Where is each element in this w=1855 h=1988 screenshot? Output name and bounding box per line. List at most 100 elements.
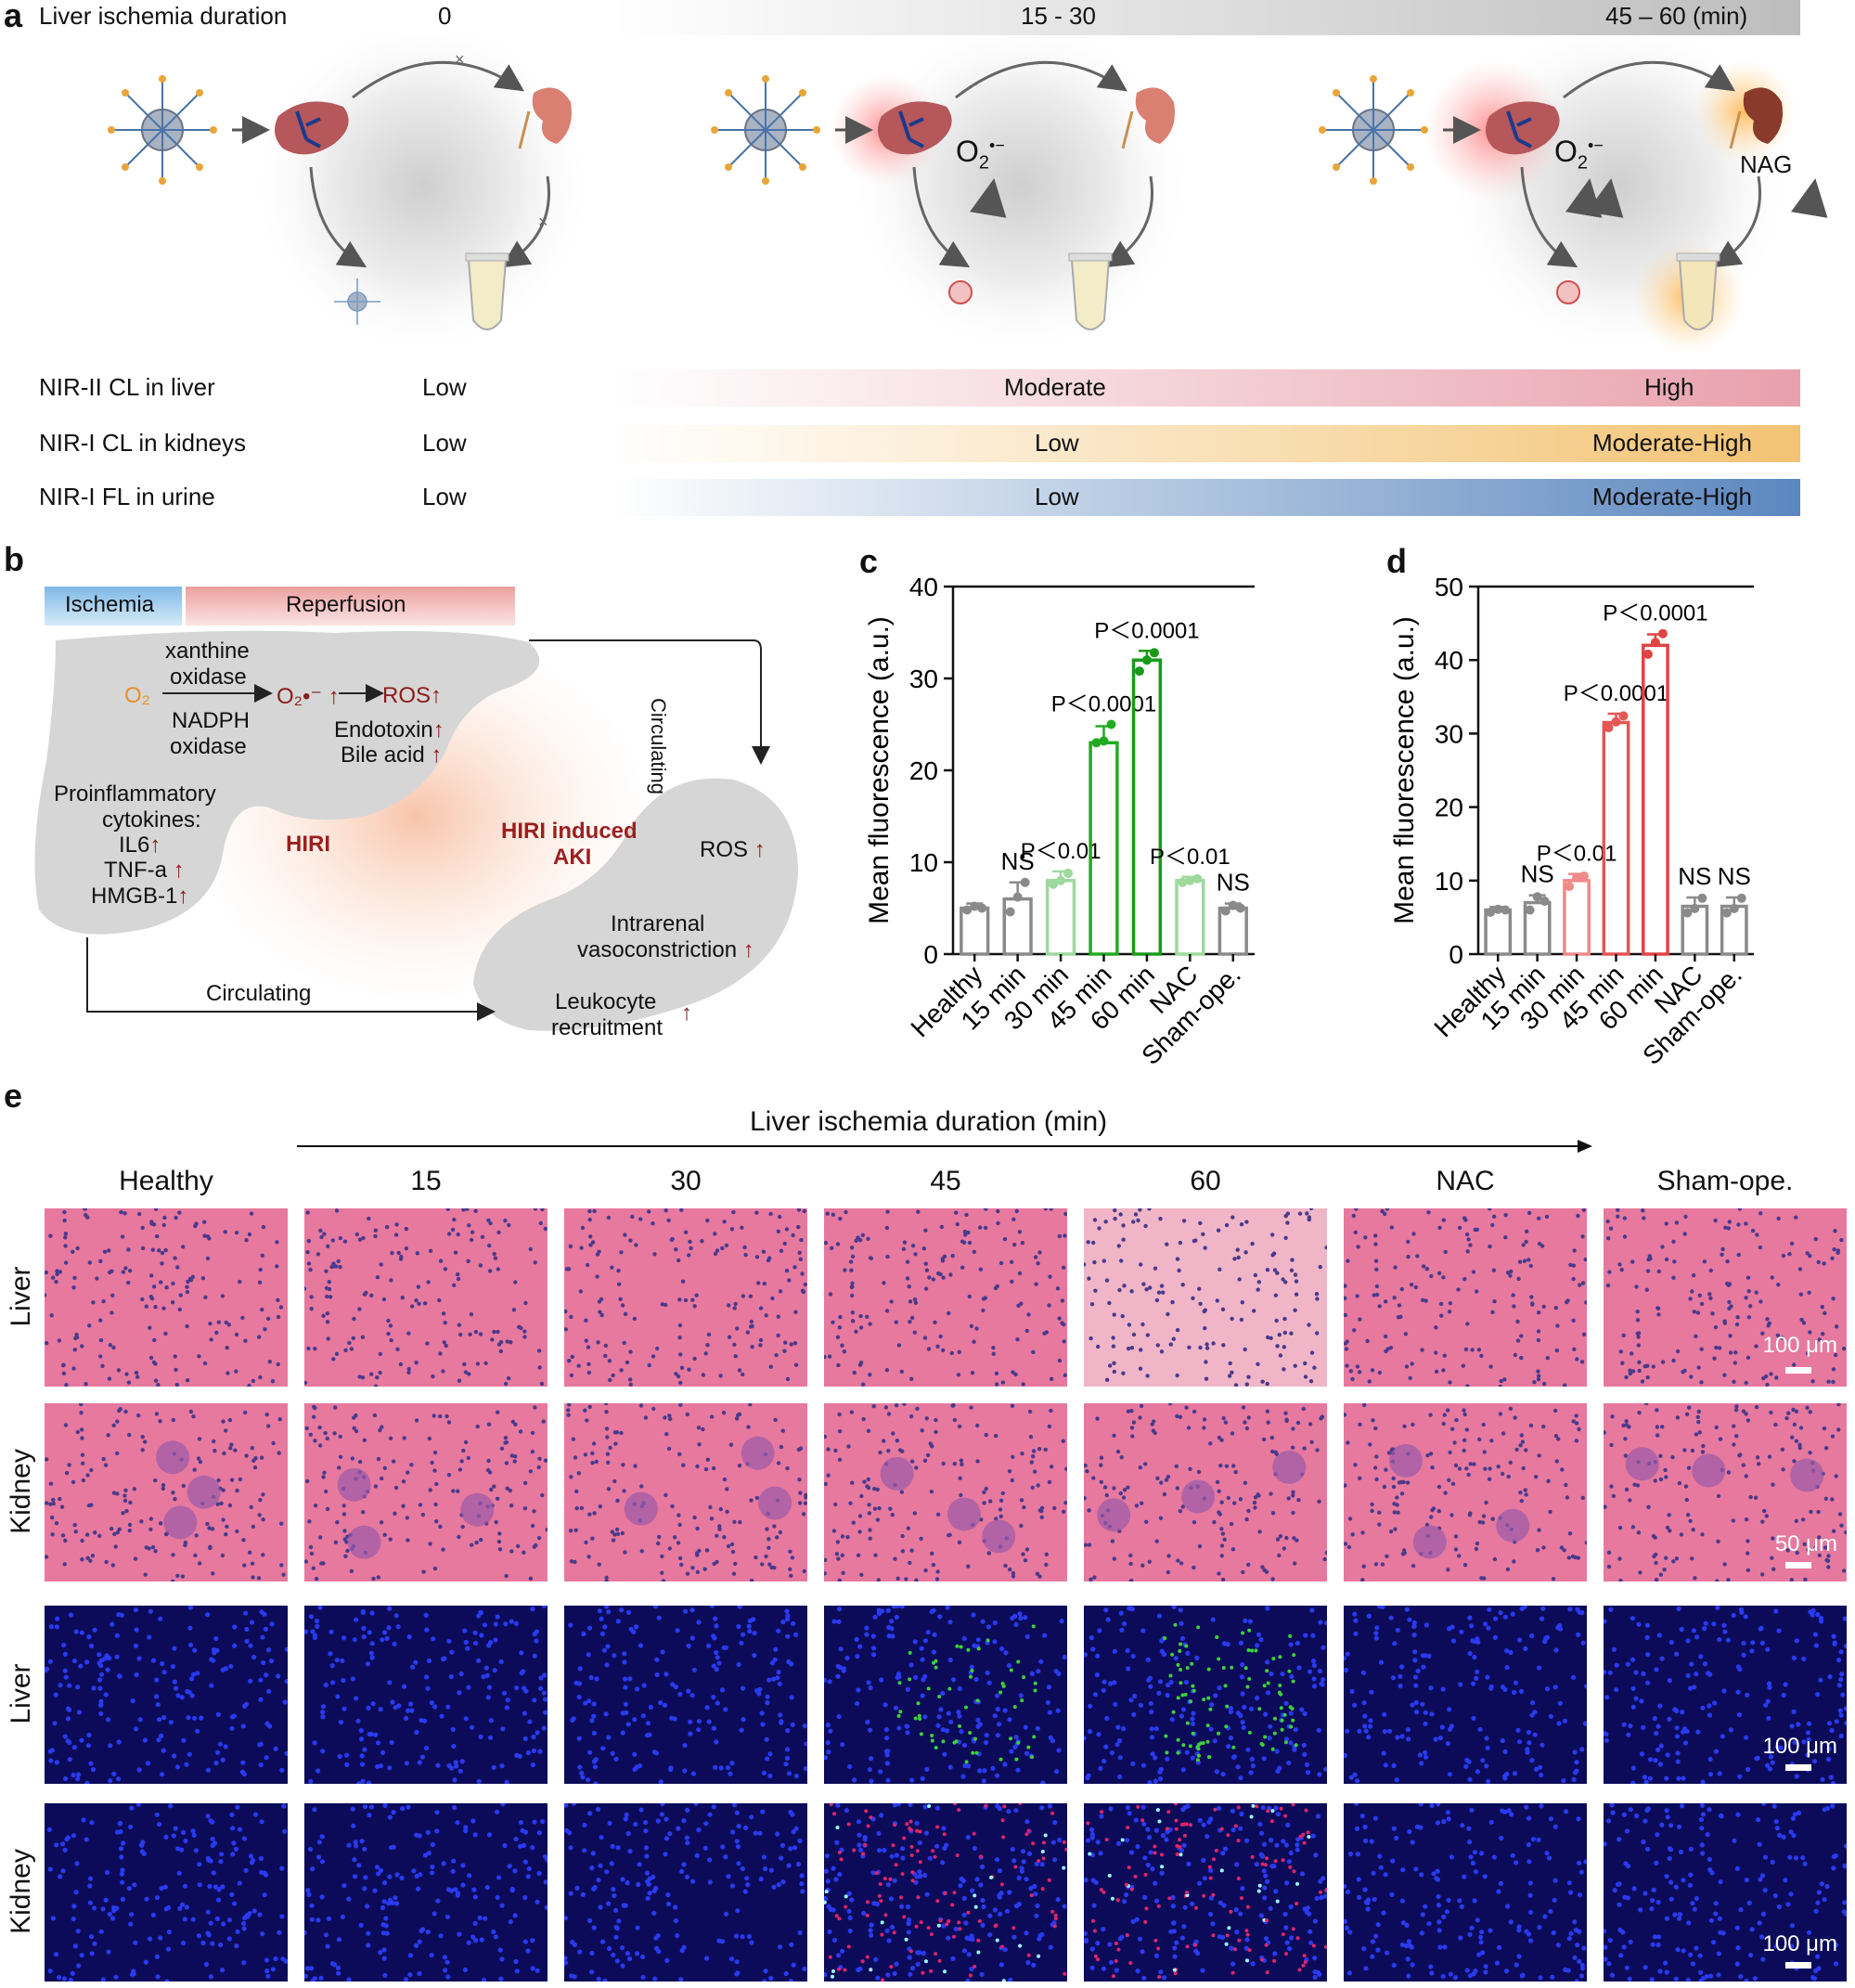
bar <box>1002 897 1033 956</box>
micrograph-he_kidney <box>564 1403 807 1581</box>
nadph-label: NADPH <box>172 708 251 733</box>
significance-label: NS <box>1718 862 1751 890</box>
reperfusion-label: Reperfusion <box>286 592 406 617</box>
readout-gradient-bar <box>612 425 1800 462</box>
data-point <box>1486 907 1496 917</box>
panel-e-letter: e <box>4 1077 23 1115</box>
micrograph-he_liver <box>304 1208 547 1387</box>
panel-b-letter: b <box>4 540 24 578</box>
data-point <box>1493 904 1503 914</box>
readout-row-label: NIR-I FL in urine <box>39 483 215 510</box>
readout-gradient-bar <box>612 369 1800 407</box>
micrograph-he_liver <box>1344 1208 1587 1387</box>
data-point <box>1228 900 1238 910</box>
data-point <box>1618 711 1629 721</box>
circulating-right-label: Circulating <box>647 698 670 794</box>
stage-0: 0 <box>438 2 452 30</box>
data-point <box>1106 719 1116 729</box>
bar <box>960 906 990 956</box>
nanoprobe-icon <box>108 75 217 185</box>
bar <box>1045 879 1076 956</box>
data-point <box>1539 896 1550 906</box>
superoxide-label-3: O2•− <box>1554 135 1604 174</box>
data-point <box>1642 649 1653 659</box>
row-label: Kidney <box>6 1449 36 1534</box>
panel-d-letter: d <box>1386 542 1407 580</box>
micrograph-fl_liver <box>564 1606 807 1784</box>
data-point <box>1532 892 1542 902</box>
micrograph-he_liver <box>824 1208 1067 1387</box>
data-point <box>1697 893 1707 903</box>
data-point <box>1178 877 1188 887</box>
y-tick-label: 40 <box>1435 646 1463 675</box>
data-point <box>1565 882 1575 892</box>
circulating-bottom-label: Circulating <box>206 981 312 1006</box>
bile-acid-label: Bile acid ↑ <box>341 742 443 768</box>
micrograph-fl_liver <box>304 1606 547 1784</box>
hmgb-label: HMGB-1↑ <box>91 884 189 909</box>
duration-arrow <box>297 1140 1592 1153</box>
cycle-stage-15-30 <box>711 37 1192 357</box>
liver-shape <box>34 630 540 935</box>
data-point <box>1579 871 1590 882</box>
micrograph-he_kidney <box>45 1403 288 1581</box>
micrograph-he_liver <box>564 1208 807 1387</box>
bar <box>1175 879 1205 956</box>
data-point <box>1091 738 1101 748</box>
micrograph-fl_kidney <box>45 1803 288 1982</box>
recruitment-label: recruitment <box>551 1015 663 1040</box>
readout-gradient-bar <box>612 479 1800 516</box>
row-label: Liver <box>6 1266 36 1327</box>
column-header: 30 <box>670 1166 702 1196</box>
data-point <box>977 903 987 913</box>
significance-label: P＜0.0001 <box>1094 618 1199 643</box>
panel-c-letter: c <box>859 542 879 580</box>
readout-value: Moderate-High <box>1592 483 1752 510</box>
micrograph-fl_kidney <box>1084 1803 1327 1982</box>
micrograph-he_kidney <box>824 1403 1067 1581</box>
significance-label: NS <box>1521 860 1554 888</box>
cycle-stage-0: × × <box>108 37 594 357</box>
data-point <box>1682 908 1693 918</box>
column-header: NAC <box>1436 1166 1495 1196</box>
micrograph-fl_kidney <box>1344 1803 1587 1982</box>
data-point <box>1235 903 1245 913</box>
row-label: Kidney <box>6 1849 36 1934</box>
scale-bar-label: 50 μm <box>1774 1531 1837 1556</box>
readout-row-label: NIR-II CL in liver <box>39 373 215 401</box>
tnf-label: TNF-a ↑ <box>104 858 185 883</box>
data-point <box>1220 906 1230 916</box>
y-tick-label: 10 <box>1435 867 1463 896</box>
panel-b-diagram <box>34 587 798 1031</box>
nag-label: NAG <box>1740 150 1793 178</box>
ros-label: ROS↑ <box>382 683 443 708</box>
ischemia-label: Ischemia <box>65 592 155 617</box>
significance-label: P＜0.0001 <box>1564 681 1668 706</box>
scale-bar-label: 100 μm <box>1762 1931 1837 1956</box>
micrograph-fl_kidney <box>824 1803 1067 1982</box>
data-point <box>1005 907 1015 917</box>
hiri-aki-label-1: HIRI induced <box>501 819 638 844</box>
cycle-stage-45-60 <box>1319 37 1828 357</box>
y-tick-label: 20 <box>909 756 938 785</box>
scale-bar <box>1785 1562 1811 1568</box>
y-tick-label: 0 <box>923 940 938 969</box>
readout-value: Low <box>422 483 467 510</box>
y-tick-label: 30 <box>1435 719 1463 748</box>
micrograph-fl_liver <box>45 1606 288 1784</box>
scale-bar <box>1785 1764 1811 1771</box>
scale-bar-label: 100 μm <box>1762 1333 1837 1358</box>
micrograph-fl_kidney <box>564 1803 807 1982</box>
oxidase2-label: oxidase <box>170 734 247 759</box>
readout-value: High <box>1644 373 1694 401</box>
data-point <box>1690 903 1700 913</box>
data-point <box>1501 905 1511 915</box>
urine-tube-icon <box>465 252 509 330</box>
micrograph-he_kidney <box>1084 1403 1327 1581</box>
column-header: 45 <box>930 1166 961 1196</box>
micrograph-fl_liver <box>824 1606 1067 1784</box>
micrograph-he_kidney: 50 μm <box>1604 1403 1847 1581</box>
data-point <box>1657 628 1668 639</box>
stage-45-60: 45 – 60 (min) <box>1605 2 1748 30</box>
liver-icon <box>275 101 349 155</box>
